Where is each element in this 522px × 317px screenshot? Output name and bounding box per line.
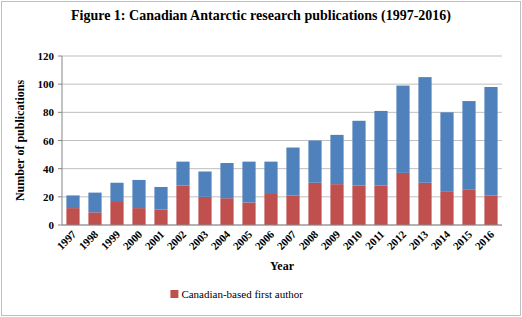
bar bbox=[440, 112, 453, 191]
y-tick-label: 120 bbox=[38, 50, 55, 62]
x-tick-label: 2000 bbox=[120, 228, 144, 252]
bar bbox=[154, 210, 167, 225]
y-tick-label: 20 bbox=[43, 191, 55, 203]
legend-swatch bbox=[170, 290, 178, 298]
bar bbox=[308, 183, 321, 225]
x-tick-label: 1997 bbox=[54, 228, 78, 252]
frame bbox=[2, 2, 521, 316]
x-tick-label: 1998 bbox=[76, 228, 100, 252]
y-tick-label: 100 bbox=[38, 78, 55, 90]
tick-mark bbox=[58, 225, 62, 226]
y-tick-label: 60 bbox=[43, 135, 55, 147]
x-tick-label: 2001 bbox=[142, 228, 166, 252]
bar bbox=[352, 186, 365, 225]
title: Figure 1: Canadian Antarctic research pu… bbox=[71, 8, 451, 24]
x-tick-label: 2003 bbox=[186, 228, 210, 252]
grid-line bbox=[62, 168, 502, 169]
x-tick-label: 2004 bbox=[208, 228, 232, 252]
legend: Canadian-based first author bbox=[170, 288, 303, 300]
bar bbox=[286, 195, 299, 225]
x-tick-label: 2013 bbox=[406, 228, 430, 252]
x-tick-label: 2010 bbox=[340, 228, 364, 252]
tick-mark bbox=[58, 168, 62, 169]
bar bbox=[374, 111, 387, 186]
bar bbox=[110, 183, 123, 201]
tick-mark bbox=[58, 112, 62, 113]
y-axis-label: Number of publications bbox=[13, 80, 27, 201]
grid-line bbox=[62, 56, 502, 57]
x-tick-label: 2008 bbox=[296, 228, 320, 252]
tick-mark bbox=[58, 196, 62, 197]
bar bbox=[176, 162, 189, 186]
bar bbox=[374, 186, 387, 225]
bar bbox=[396, 86, 409, 173]
x-tick-label: 2005 bbox=[230, 228, 254, 252]
bar bbox=[264, 194, 277, 225]
bar bbox=[88, 212, 101, 225]
grid-line bbox=[62, 196, 502, 197]
tick-mark bbox=[58, 140, 62, 141]
x-tick-label: 2006 bbox=[252, 228, 276, 252]
x-axis bbox=[62, 225, 502, 226]
x-tick-label: 2002 bbox=[164, 228, 188, 252]
x-tick-label: 2007 bbox=[274, 228, 298, 252]
x-tick-label: 2015 bbox=[450, 228, 474, 252]
y-tick-label: 0 bbox=[49, 219, 55, 231]
bar bbox=[440, 191, 453, 225]
bar bbox=[176, 186, 189, 225]
bar bbox=[242, 162, 255, 203]
y-axis bbox=[62, 56, 63, 225]
x-tick-label: 2009 bbox=[318, 228, 342, 252]
bar bbox=[418, 183, 431, 225]
bar bbox=[418, 77, 431, 183]
x-tick-label: 2016 bbox=[472, 228, 496, 252]
bars bbox=[66, 77, 497, 225]
grid-line bbox=[62, 84, 502, 85]
y-tick-label: 80 bbox=[43, 106, 55, 118]
bar bbox=[484, 87, 497, 195]
bar bbox=[396, 173, 409, 225]
grid-line bbox=[62, 225, 502, 226]
bar bbox=[286, 148, 299, 196]
x-axis-label: Year bbox=[270, 259, 295, 273]
x-tick-label: 2012 bbox=[384, 228, 408, 252]
chart: Figure 1: Canadian Antarctic research pu… bbox=[0, 0, 522, 317]
chart-wrap: Figure 1: Canadian Antarctic research pu… bbox=[0, 0, 522, 317]
bar bbox=[330, 135, 343, 184]
bar bbox=[66, 195, 79, 208]
bar bbox=[154, 187, 167, 210]
bar bbox=[132, 208, 145, 225]
bar bbox=[198, 171, 211, 196]
bar bbox=[242, 202, 255, 225]
y-tick-label: 40 bbox=[43, 163, 55, 175]
grid-line bbox=[62, 140, 502, 141]
bar bbox=[66, 208, 79, 225]
bar bbox=[484, 195, 497, 225]
tick-mark bbox=[58, 56, 62, 57]
grid-line bbox=[62, 112, 502, 113]
bar bbox=[132, 180, 145, 208]
bar bbox=[198, 197, 211, 225]
bar bbox=[264, 162, 277, 194]
bar bbox=[110, 201, 123, 225]
bar bbox=[88, 193, 101, 213]
bar bbox=[220, 198, 233, 225]
bar bbox=[462, 101, 475, 190]
x-tick-label: 2014 bbox=[428, 228, 452, 252]
bar bbox=[352, 121, 365, 186]
legend-label: Canadian-based first author bbox=[181, 288, 303, 300]
bar bbox=[330, 184, 343, 225]
x-tick-label: 1999 bbox=[98, 228, 122, 252]
bar bbox=[220, 163, 233, 198]
bar bbox=[308, 141, 321, 183]
bar bbox=[462, 190, 475, 225]
x-tick-label: 2011 bbox=[363, 228, 387, 252]
tick-mark bbox=[58, 84, 62, 85]
